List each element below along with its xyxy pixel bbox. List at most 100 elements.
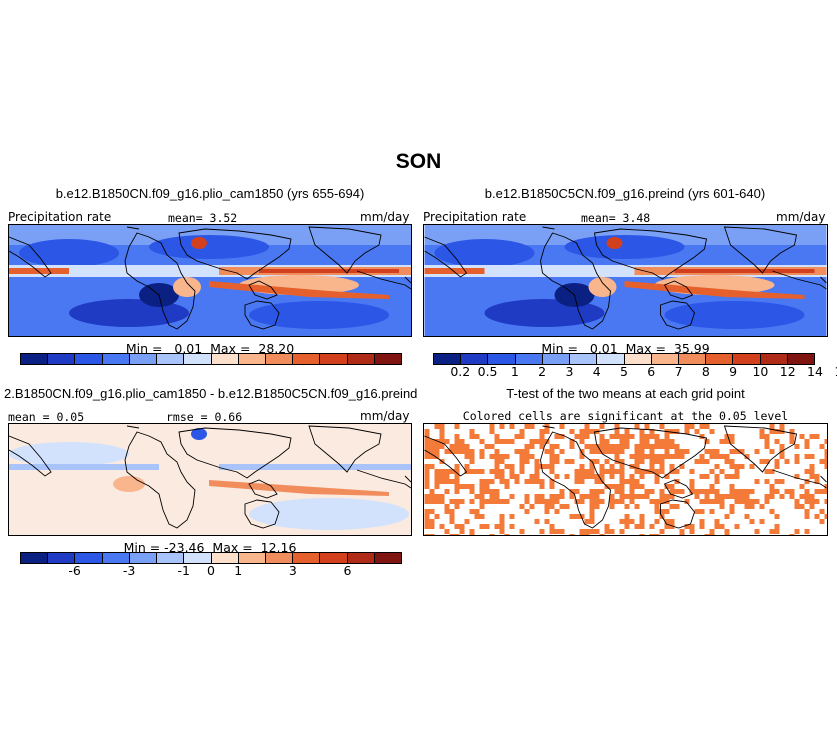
colorbar-swatch — [102, 354, 130, 364]
colorbar-tick-label: 6 — [343, 563, 352, 578]
colorbar-tick-label: 0.5 — [477, 364, 498, 379]
colorbar-swatch — [461, 354, 489, 364]
colorbar-swatch — [211, 553, 239, 563]
colorbar-swatch — [320, 553, 348, 563]
coastline — [124, 232, 196, 330]
coastline — [9, 236, 52, 278]
colorbar-tick-label: 7 — [674, 364, 683, 379]
colorbar-swatch — [129, 553, 158, 563]
coastline — [126, 425, 140, 429]
colorbar-tick-label: 1 — [510, 364, 519, 379]
colorbar-tick-label: 10 — [752, 364, 769, 379]
colorbar-tick-label: 12 — [779, 364, 796, 379]
colorbar-tick-label: -1 — [177, 563, 190, 578]
coastline — [126, 226, 140, 230]
coastline — [723, 425, 798, 473]
colorbar-tick-label: -3 — [122, 563, 136, 578]
colorbar-tick-label: 3 — [565, 364, 574, 379]
coastline — [593, 427, 708, 479]
coastline — [178, 427, 292, 479]
colorbar-tick-label: 5 — [620, 364, 628, 379]
colorbar-tick-label: 9 — [729, 364, 738, 379]
panel-3-colorbar — [20, 552, 402, 564]
panel-2-colorbar — [433, 353, 815, 365]
coastline — [404, 276, 411, 284]
colorbar-tick-label: -6 — [68, 563, 81, 578]
colorbar-tick-label: 0.2 — [450, 364, 471, 379]
colorbar-swatch — [733, 354, 761, 364]
difference-map — [9, 424, 411, 535]
colorbar-swatch — [48, 354, 76, 364]
coastline — [723, 226, 798, 274]
coastline — [248, 280, 278, 300]
panel-1-map — [8, 224, 412, 337]
coastline — [244, 300, 280, 330]
colorbar-swatch — [184, 553, 212, 563]
coastline — [356, 469, 411, 489]
precip-map-2 — [424, 225, 827, 336]
colorbar-swatch — [374, 553, 402, 563]
colorbar-swatch — [624, 354, 652, 364]
colorbar-swatch — [787, 354, 815, 364]
significance-map — [424, 424, 827, 535]
colorbar-swatch — [21, 354, 49, 364]
coastline — [424, 435, 468, 477]
panel-1-mean: mean= 3.52 — [168, 211, 238, 225]
colorbar-swatch — [21, 553, 49, 563]
colorbar-swatch — [293, 553, 321, 563]
coastline — [542, 425, 555, 429]
coastline — [663, 280, 694, 300]
panel-1-colorbar — [20, 353, 402, 365]
coastline — [772, 270, 827, 290]
coastline — [660, 499, 696, 529]
coastline — [593, 228, 708, 280]
panel-2-mean: mean= 3.48 — [581, 211, 651, 225]
panel-3-title: 2.B1850CN.f09_g16.plio_cam1850 - b.e12.B… — [4, 386, 418, 401]
colorbar-swatch — [238, 553, 266, 563]
colorbar-swatch — [515, 354, 543, 364]
coastline — [663, 479, 694, 499]
colorbar-swatch — [488, 354, 516, 364]
coastline — [660, 300, 696, 330]
colorbar-swatch — [570, 354, 598, 364]
panel-4-title: T-test of the two means at each grid poi… — [506, 386, 745, 401]
colorbar-swatch — [184, 354, 212, 364]
colorbar-tick-label: 1 — [234, 563, 243, 578]
panel-4-map — [423, 423, 828, 536]
colorbar-swatch — [347, 354, 375, 364]
figure-title: SON — [395, 150, 442, 173]
panel-4-subtitle: Colored cells are significant at the 0.0… — [462, 409, 789, 423]
coastline — [244, 499, 280, 529]
colorbar-swatch — [157, 354, 185, 364]
colorbar-tick-label: 8 — [701, 364, 710, 379]
coastline — [772, 469, 827, 489]
coastline — [9, 435, 52, 477]
colorbar-swatch — [320, 354, 348, 364]
coastline — [404, 475, 411, 483]
coastline — [308, 425, 382, 473]
colorbar-tick-label: 3 — [288, 563, 297, 578]
precip-map-1 — [9, 225, 411, 336]
colorbar-swatch — [211, 354, 239, 364]
colorbar-swatch — [706, 354, 734, 364]
colorbar-tick-label: 6 — [647, 364, 656, 379]
coastline — [820, 276, 827, 284]
colorbar-swatch — [157, 553, 185, 563]
panel-2-map — [423, 224, 828, 337]
coastline — [542, 226, 555, 230]
colorbar-swatch — [597, 354, 625, 364]
coastline — [820, 475, 827, 483]
colorbar-swatch — [265, 354, 294, 364]
panel-3-mean: mean = 0.05 — [8, 410, 85, 424]
panel-2-colorbar-labels: 0.20.512345678910121417 — [433, 364, 837, 379]
colorbar-swatch — [75, 553, 103, 563]
colorbar-swatch — [542, 354, 571, 364]
colorbar-swatch — [238, 354, 266, 364]
colorbar-tick-label: 17 — [834, 364, 837, 379]
colorbar-swatch — [102, 553, 130, 563]
panel-1-units: mm/day — [360, 210, 410, 224]
coastline — [248, 479, 278, 499]
colorbar-swatch — [760, 354, 788, 364]
panel-2-minmax: Min = 0.01 Max = 35.99 — [541, 341, 710, 356]
colorbar-swatch — [48, 553, 76, 563]
